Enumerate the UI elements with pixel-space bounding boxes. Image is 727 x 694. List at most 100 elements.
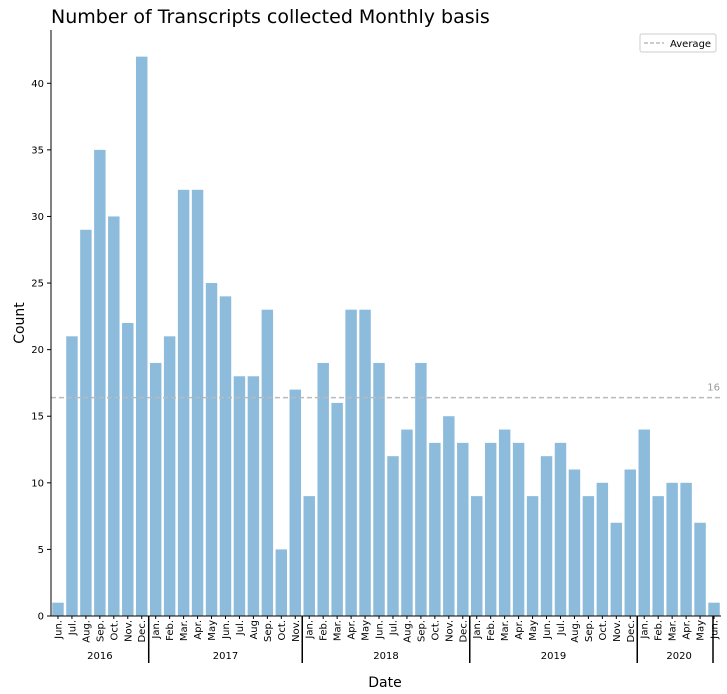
bar <box>457 442 469 616</box>
bar <box>512 442 525 616</box>
bar <box>331 402 343 616</box>
bar <box>163 336 176 616</box>
x-tick-label: Aug. <box>402 620 413 643</box>
bar <box>219 296 232 616</box>
x-tick-label: Nov. <box>612 620 623 642</box>
x-tick-label: Feb. <box>654 620 665 641</box>
bar <box>429 442 441 616</box>
x-tick-label: Apr. <box>682 620 693 640</box>
x-tick-label: Jul. <box>67 620 78 636</box>
x-tick-label: May <box>361 620 372 641</box>
x-tick-label: Jul. <box>235 620 246 636</box>
bar <box>94 149 106 617</box>
y-tick-label: 5 <box>38 545 44 556</box>
y-axis-label: Count <box>12 302 28 344</box>
x-tick-label: May <box>696 620 707 641</box>
x-tick-label: Jun. <box>542 620 553 640</box>
x-tick-label: Mar. <box>668 620 679 641</box>
x-tick-label: Jan. <box>305 620 316 640</box>
bar <box>540 456 553 616</box>
x-tick-label: Dec. <box>458 620 469 643</box>
bar <box>149 362 162 616</box>
bar <box>666 482 678 616</box>
x-tick-label: Mar. <box>179 620 190 641</box>
bar <box>415 362 427 616</box>
year-label: 2017 <box>213 651 238 662</box>
x-tick-label: May <box>528 620 539 641</box>
chart-title: Number of Transcripts collected Monthly … <box>51 6 490 28</box>
y-tick-label: 15 <box>31 412 44 423</box>
x-tick-label: Sep. <box>263 620 274 642</box>
bar <box>275 549 288 616</box>
bar <box>191 189 204 616</box>
x-axis-label: Date <box>368 675 401 691</box>
y-tick-label: 20 <box>31 345 44 356</box>
bar <box>554 442 567 616</box>
bar <box>66 336 78 616</box>
bar <box>498 429 511 616</box>
x-tick-label: Jun. <box>53 620 64 640</box>
year-groups: 2016 2017 2018 2019 2020 <box>87 616 714 663</box>
x-tick-label: May <box>207 620 218 641</box>
bar <box>610 522 623 616</box>
bar <box>708 602 720 616</box>
x-tick-label: Feb. <box>486 620 497 641</box>
x-tick-label: Aug <box>249 620 260 640</box>
bar <box>359 309 371 616</box>
bar <box>387 456 399 616</box>
x-tick-label: Apr. <box>347 620 358 640</box>
bar <box>345 309 357 616</box>
bar <box>80 229 92 616</box>
x-tick-label: Aug. <box>570 620 581 643</box>
bar <box>526 496 539 616</box>
bar <box>247 376 260 616</box>
x-tick-label: Jun. <box>221 620 232 640</box>
bar <box>568 469 581 616</box>
legend-box <box>639 33 717 53</box>
x-tick-label: Mar. <box>500 620 511 641</box>
x-tick-label: Oct. <box>277 620 288 640</box>
x-tick-label: Sep. <box>584 620 595 642</box>
y-tick-label: 10 <box>31 478 44 489</box>
x-tick-label: Oct. <box>430 620 441 640</box>
x-tick-label: Jul. <box>556 620 567 636</box>
bar <box>652 496 664 616</box>
x-tick-label: Jan. <box>151 620 162 640</box>
bar <box>136 56 148 616</box>
x-tick-label: Feb. <box>319 620 330 641</box>
bar <box>261 309 274 616</box>
x-tick-label: Feb. <box>165 620 176 641</box>
bar <box>401 429 413 616</box>
bar <box>484 442 497 616</box>
x-tick-label: Sep. <box>95 620 106 642</box>
y-tick-label: 40 <box>31 79 44 90</box>
x-tick-label: Oct. <box>109 620 120 640</box>
y-tick-label: 25 <box>31 279 44 290</box>
year-label: 2018 <box>373 651 398 662</box>
year-label: 2019 <box>541 651 566 662</box>
bar <box>52 602 64 616</box>
bar <box>317 362 329 616</box>
x-tick-label: Nov. <box>123 620 134 642</box>
x-tick-label: Apr. <box>193 620 204 640</box>
y-ticks-group: 0 5 10 15 20 25 30 35 40 <box>31 79 51 623</box>
bar <box>233 376 246 616</box>
average-value-label: 16 <box>707 383 720 394</box>
average-line-group: 16 <box>51 383 721 399</box>
x-tick-label: Jan. <box>640 620 651 640</box>
bar <box>680 482 692 616</box>
y-tick-label: 30 <box>31 212 44 223</box>
year-label: 2020 <box>666 651 691 662</box>
bar <box>108 216 120 616</box>
x-tick-label: Oct. <box>598 620 609 640</box>
bars-group <box>52 56 720 617</box>
x-tick-label: Sep. <box>416 620 427 642</box>
legend: Average <box>639 33 717 53</box>
x-tick-label: Jan. <box>472 620 483 640</box>
x-tick-label: Apr. <box>514 620 525 640</box>
bar <box>596 482 609 616</box>
x-tick-label: Nov. <box>444 620 455 642</box>
y-tick-label: 35 <box>31 145 44 156</box>
bar <box>177 189 190 616</box>
bar <box>289 389 301 616</box>
